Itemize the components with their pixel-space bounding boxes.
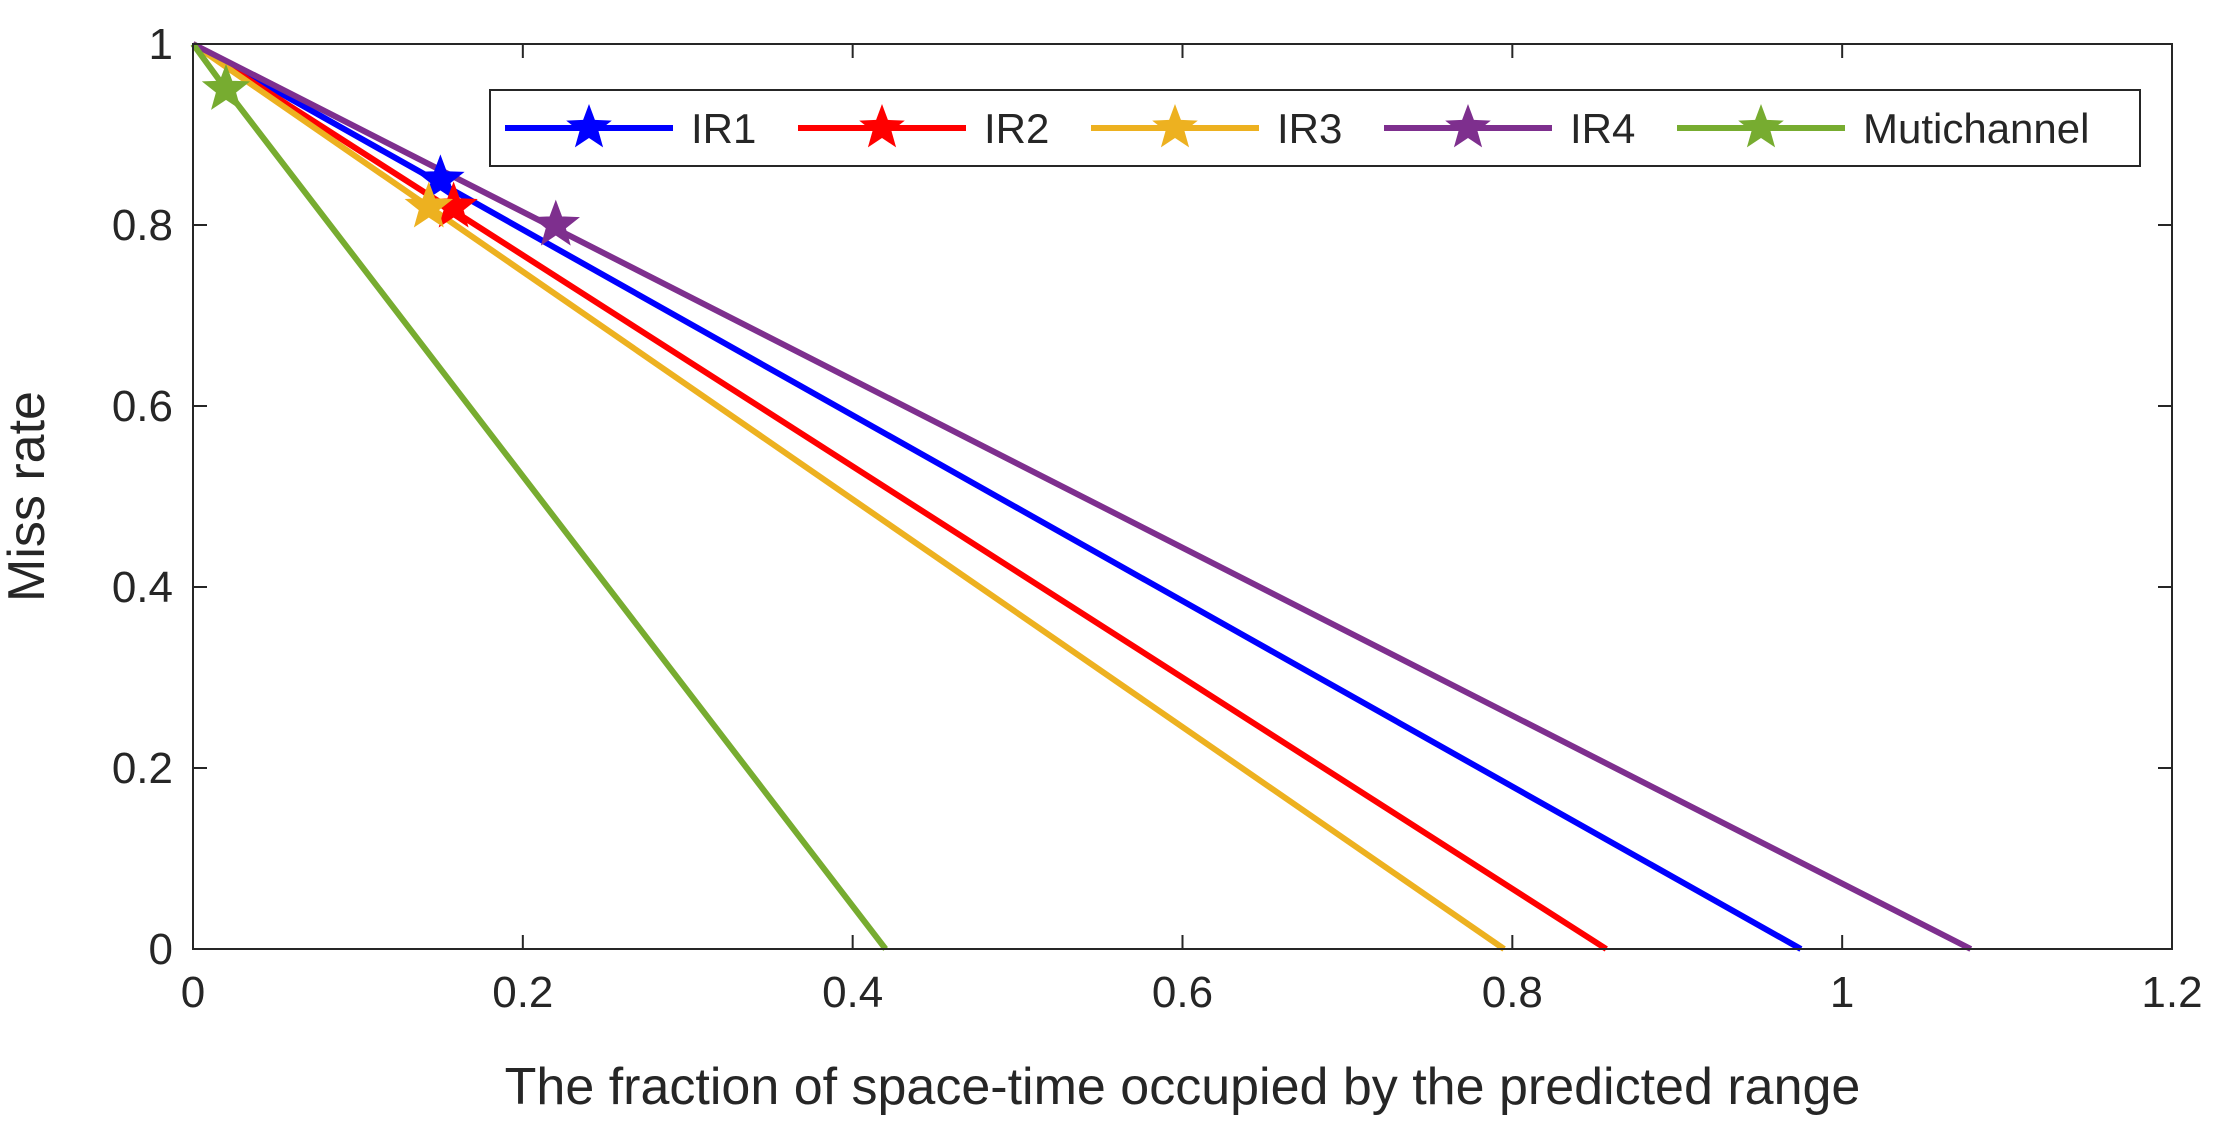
legend-label-mutichannel: Mutichannel: [1863, 105, 2089, 152]
legend-marker-ir4: [1445, 104, 1491, 148]
legend-marker-ir1: [566, 104, 612, 148]
series-marker-ir4: [531, 199, 580, 246]
series-line-ir3: [191, 41, 1506, 952]
series-layer: [190, 41, 1973, 952]
series-marker-mutichannel: [201, 63, 251, 110]
legend-label-ir4: IR4: [1570, 105, 1635, 152]
x-tick-label: 0: [181, 968, 205, 1017]
x-axis: 0 0.2 0.4 0.6 0.8 1 1.2: [181, 44, 2203, 1017]
y-tick-label: 1: [149, 20, 173, 69]
x-tick-label: 0.4: [822, 968, 883, 1017]
y-tick-label: 0.6: [112, 382, 173, 431]
legend-item-ir4: IR4: [1384, 104, 1635, 152]
x-tick-label: 0.6: [1152, 968, 1213, 1017]
y-tick-label: 0.4: [112, 563, 173, 612]
x-tick-label: 1: [1830, 968, 1854, 1017]
y-tick-label: 0.8: [112, 201, 173, 250]
legend-label-ir3: IR3: [1277, 105, 1342, 152]
legend-item-ir2: IR2: [798, 104, 1049, 152]
legend-item-mutichannel: Mutichannel: [1677, 104, 2089, 152]
x-tick-label: 1.2: [2141, 968, 2202, 1017]
legend-item-ir3: IR3: [1091, 104, 1342, 152]
y-tick-label: 0: [149, 925, 173, 974]
series-marker-ir1: [416, 154, 465, 201]
y-axis-title: Miss rate: [0, 391, 56, 602]
legend-label-ir2: IR2: [984, 105, 1049, 152]
x-tick-label: 0.2: [492, 968, 553, 1017]
y-axis: 0 0.2 0.4 0.6 0.8 1: [112, 20, 2172, 974]
legend-box: [489, 89, 2141, 167]
series-line-ir1: [191, 41, 1803, 952]
legend-item-ir1: IR1: [505, 104, 756, 152]
x-tick-label: 0.8: [1482, 968, 1543, 1017]
plot-area: [193, 44, 2172, 949]
series-line-ir4: [191, 41, 1973, 952]
legend-marker-ir2: [859, 104, 905, 148]
series-marker-ir3: [404, 181, 454, 228]
legend-marker-mutichannel: [1738, 104, 1784, 148]
x-axis-title: The fraction of space-time occupied by t…: [505, 1058, 1861, 1116]
legend: IR1 IR2 IR3 IR4 Mutichannel: [489, 89, 2141, 167]
legend-marker-ir3: [1152, 104, 1198, 148]
legend-label-ir1: IR1: [691, 105, 756, 152]
y-tick-label: 0.2: [112, 744, 173, 793]
